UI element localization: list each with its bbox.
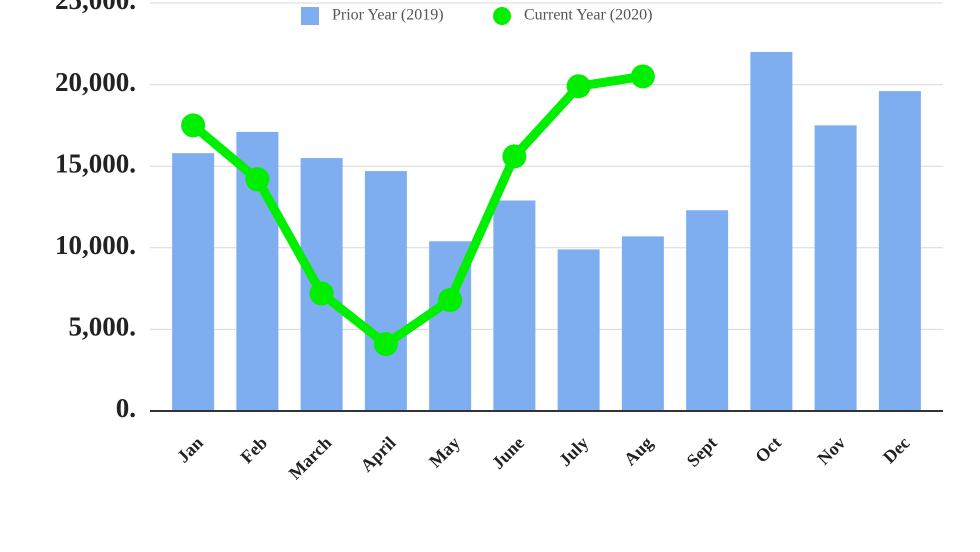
line-marker: [566, 74, 591, 99]
legend-label: Current Year (2020): [524, 7, 652, 24]
legend-swatch: [301, 7, 319, 25]
bar: [686, 210, 729, 411]
bar: [172, 153, 215, 412]
x-tick-label: June: [488, 433, 528, 473]
bar: [364, 171, 407, 411]
line-marker: [245, 167, 270, 192]
x-tick-label: July: [555, 433, 592, 470]
x-tick-label: Feb: [236, 433, 271, 468]
y-tick-label: 20,000.: [55, 67, 136, 97]
legend-label: Prior Year (2019): [332, 7, 444, 24]
line-marker: [373, 332, 398, 357]
x-tick-label: March: [285, 433, 336, 484]
x-tick-label: Nov: [813, 433, 849, 469]
line-marker: [181, 113, 206, 138]
bar: [878, 91, 921, 412]
y-tick-label: 0.: [116, 393, 136, 423]
line-marker: [438, 288, 463, 313]
legend-swatch: [493, 7, 511, 25]
y-tick-label: 5,000.: [69, 312, 137, 342]
x-tick-label: Jan: [173, 433, 207, 467]
bar: [814, 125, 857, 412]
y-tick-label: 15,000.: [55, 148, 136, 178]
bar: [493, 200, 536, 411]
bar: [621, 236, 664, 411]
x-tick-label: May: [425, 433, 464, 472]
x-tick-label: Oct: [751, 433, 785, 467]
x-tick-label: April: [356, 433, 399, 476]
y-tick-label: 25,000.: [55, 0, 136, 15]
line: [188, 71, 648, 349]
x-tick-label: Sept: [683, 433, 721, 471]
x-tick-label: Aug: [620, 433, 657, 470]
x-tick-label: Dec: [879, 433, 914, 468]
bar: [750, 51, 793, 412]
line-marker: [502, 144, 527, 169]
y-tick-label: 10,000.: [55, 230, 136, 260]
line-marker: [630, 64, 655, 89]
bar: [557, 249, 600, 411]
line-marker: [309, 281, 334, 306]
